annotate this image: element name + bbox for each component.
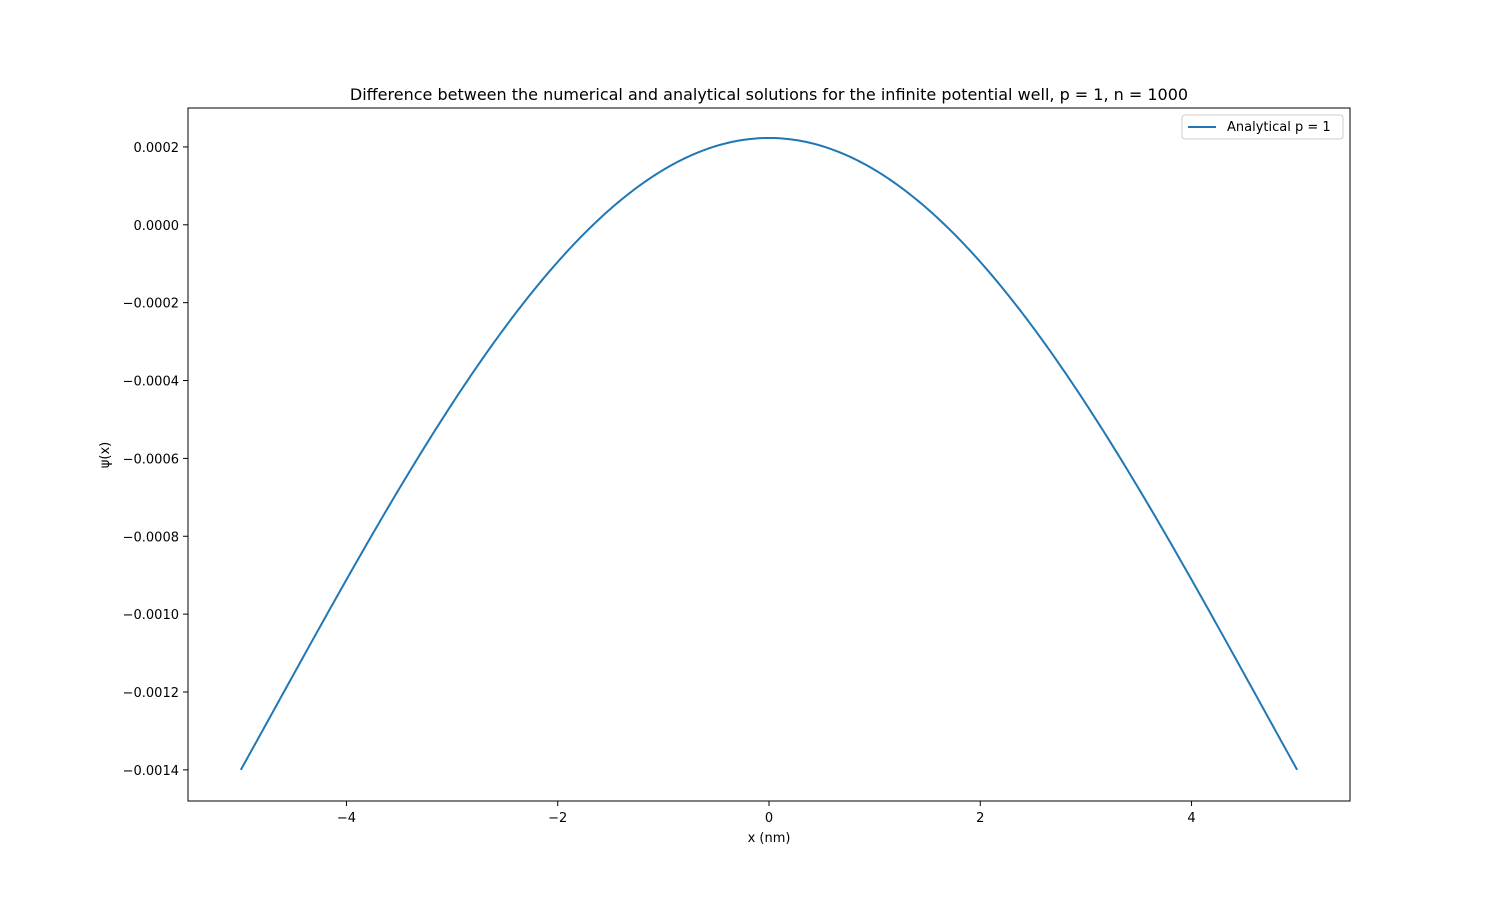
y-tick-label: −0.0006 [123,452,179,467]
x-tick-label: −4 [337,811,356,826]
x-tick-label: 2 [976,811,984,826]
y-tick-label: −0.0004 [123,375,179,390]
x-tick-label: 0 [765,811,773,826]
legend-entry-label: Analytical p = 1 [1227,120,1331,135]
y-axis-ticks: 0.0002 0.0000 −0.0002 −0.0004 −0.0006 −0.0008… [123,141,188,779]
y-tick-label: −0.0008 [123,530,179,545]
y-tick-label: −0.0010 [123,608,179,623]
legend-box [1181,114,1344,140]
chart-title: Difference between the numerical and ana… [350,85,1188,104]
y-tick-label: 0.0000 [134,219,180,234]
y-tick-label: 0.0002 [134,141,180,156]
x-axis-label: x (nm) [748,831,791,846]
y-axis-label: ψ(x) [98,442,113,468]
y-tick-label: −0.0012 [123,686,179,701]
y-tick-label: −0.0014 [123,764,179,779]
series-line-0 [239,136,1299,771]
series-layer [239,136,1299,771]
y-tick-label: −0.0002 [123,297,179,312]
x-tick-label: −2 [548,811,567,826]
x-axis-ticks: −4 −2 0 2 4 [337,801,1196,826]
x-tick-label: 4 [1187,811,1195,826]
legend: Analytical p = 1 [1181,114,1344,140]
